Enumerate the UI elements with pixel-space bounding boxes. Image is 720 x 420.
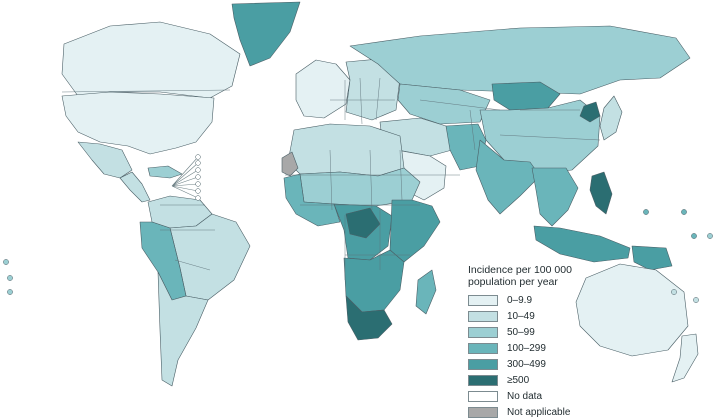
map-region [533,225,631,263]
island-marker [3,259,9,265]
map-region [579,101,601,123]
legend-item: Not applicable [468,404,688,420]
legend-label: 50–99 [507,326,535,338]
map-region [575,263,689,357]
map-region [475,139,541,215]
legend-swatch [468,326,498,338]
legend-swatch [468,310,498,322]
map-region [61,21,241,99]
map-region [345,207,381,239]
map-region [147,165,183,179]
legend-label: No data [507,390,543,402]
map-region [119,171,151,203]
legend-label: ≥500 [507,374,530,386]
island-marker [643,209,649,215]
legend-label: 0–9.9 [507,294,533,306]
island-marker [671,289,677,295]
map-region [61,91,215,155]
island-marker [7,275,13,281]
legend-item: 50–99 [468,324,688,340]
map-region [157,271,209,387]
legend-swatch [468,374,498,386]
map-region [531,167,579,227]
map-region [415,269,437,315]
legend-swatch [468,294,498,306]
small-island-pointers [171,154,201,201]
legend-item: 100–299 [468,340,688,356]
legend-item: 10–49 [468,308,688,324]
legend-label: 100–299 [507,342,546,354]
island-marker [7,289,13,295]
legend-swatch [468,358,498,370]
map-region [287,123,405,177]
map-region [231,1,301,67]
map-region [397,83,491,125]
map-region [599,95,623,141]
map-region [345,295,393,341]
legend-item: 0–9.9 [468,292,688,308]
map-region [671,333,699,383]
legend-label: 10–49 [507,310,535,322]
legend-item: No data [468,388,688,404]
map-region [631,245,673,271]
island-marker [707,233,713,239]
map-region [389,199,441,263]
map-region [589,171,613,215]
legend-items: 0–9.9 10–49 50–99 100–299 300–499 ≥500 N… [468,292,688,420]
map-region [281,151,299,177]
map-region [77,141,133,179]
map-legend: Incidence per 100 000 population per yea… [468,264,688,420]
island-marker [681,209,687,215]
island-marker [691,233,697,239]
legend-item: 300–499 [468,356,688,372]
map-region [295,59,351,119]
legend-label: 300–499 [507,358,546,370]
map-region [283,173,341,227]
island-marker [693,297,699,303]
legend-swatch [468,390,498,402]
legend-swatch [468,342,498,354]
legend-item: ≥500 [468,372,688,388]
legend-label: Not applicable [507,406,571,418]
legend-title: Incidence per 100 000 population per yea… [468,264,572,288]
